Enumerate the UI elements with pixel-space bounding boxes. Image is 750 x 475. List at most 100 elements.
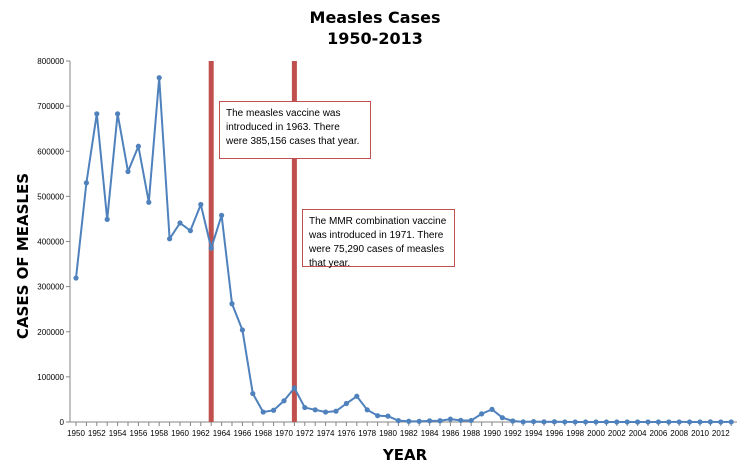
data-point-2001	[603, 419, 610, 425]
data-point-1979	[375, 413, 381, 419]
x-tick-label: 1950	[67, 429, 85, 438]
data-point-1998	[572, 419, 578, 425]
x-tick-label: 1956	[130, 429, 148, 438]
data-point-2006	[655, 419, 662, 425]
data-point-1972	[302, 404, 308, 411]
data-point-1953	[104, 216, 110, 222]
x-tick-label: 1978	[358, 429, 376, 438]
chart-title: Measles Cases	[309, 8, 441, 27]
data-point-2000	[593, 419, 599, 425]
x-tick-label: 1988	[462, 429, 480, 438]
annotation-vaccine-1963: The measles vaccine was introduced in 19…	[219, 101, 371, 159]
x-tick-label: 1996	[546, 429, 564, 438]
x-tick-label: 1974	[317, 429, 335, 438]
x-tick-label: 2002	[608, 429, 626, 438]
data-point-2004	[635, 419, 641, 425]
x-tick-label: 1970	[275, 429, 293, 438]
x-tick-label: 2010	[691, 429, 709, 438]
data-point-1975	[333, 408, 339, 414]
x-tick-label: 1982	[400, 429, 418, 438]
data-point-1968	[260, 409, 266, 415]
data-point-1950	[73, 275, 79, 281]
data-point-2011	[707, 419, 714, 425]
data-point-1951	[83, 180, 89, 186]
x-tick-label: 2008	[670, 429, 688, 438]
data-point-1978	[364, 407, 370, 413]
x-tick-label: 1994	[525, 429, 543, 438]
data-point-1992	[510, 418, 516, 424]
data-point-1999	[583, 419, 589, 425]
data-point-1960	[177, 220, 183, 226]
data-point-1964	[219, 212, 225, 218]
data-point-1973	[312, 407, 318, 413]
y-tick-label: 300000	[37, 283, 64, 292]
data-point-1952	[94, 111, 100, 117]
data-point-1977	[354, 393, 360, 399]
data-point-1986	[447, 416, 453, 422]
data-point-1969	[271, 407, 277, 413]
x-tick-label: 1976	[338, 429, 356, 438]
data-point-1974	[323, 409, 329, 415]
data-point-1955	[125, 168, 131, 175]
data-point-2009	[687, 419, 693, 425]
data-point-1990	[489, 406, 495, 412]
data-point-1984	[427, 418, 433, 424]
data-point-1995	[541, 419, 547, 425]
data-point-2010	[697, 419, 703, 425]
data-point-1997	[562, 419, 568, 425]
data-point-1965	[229, 301, 235, 307]
data-point-1971	[291, 385, 297, 391]
x-tick-label: 1972	[296, 429, 314, 438]
data-point-1996	[551, 419, 558, 425]
data-point-1954	[115, 111, 121, 117]
data-point-1980	[385, 413, 391, 419]
data-point-1956	[135, 143, 141, 149]
annotation-mmr-1971: The MMR combination vaccine was introduc…	[302, 209, 455, 269]
x-tick-label: 1986	[442, 429, 460, 438]
y-tick-label: 0	[60, 418, 65, 427]
data-point-2003	[624, 419, 630, 425]
data-point-1957	[146, 199, 152, 205]
y-tick-label: 600000	[37, 147, 64, 156]
series-line	[75, 76, 732, 423]
x-tick-label: 2006	[650, 429, 668, 438]
x-tick-label: 1964	[213, 429, 231, 438]
data-point-2013	[728, 419, 734, 425]
y-tick-label: 500000	[37, 192, 64, 201]
x-tick-label: 1998	[566, 429, 584, 438]
data-point-2002	[614, 419, 620, 425]
data-point-1985	[437, 418, 443, 424]
data-point-1962	[198, 201, 204, 208]
x-tick-label: 1960	[171, 429, 189, 438]
data-point-1967	[250, 390, 256, 397]
data-point-2008	[676, 419, 682, 425]
x-tick-label: 1966	[234, 429, 252, 438]
data-point-1982	[406, 418, 412, 424]
x-tick-label: 1992	[504, 429, 522, 438]
data-point-2007	[666, 419, 672, 425]
data-point-1988	[468, 417, 474, 424]
x-tick-label: 2000	[587, 429, 605, 438]
data-point-2005	[645, 419, 651, 425]
data-point-1970	[281, 398, 287, 404]
data-point-1981	[395, 418, 401, 424]
x-tick-label: 1990	[483, 429, 501, 438]
data-point-1958	[156, 75, 162, 81]
y-tick-label: 400000	[37, 238, 64, 247]
data-point-1987	[458, 417, 464, 423]
x-tick-label: 1962	[192, 429, 210, 438]
y-tick-label: 800000	[37, 57, 64, 66]
y-tick-label: 200000	[37, 328, 64, 337]
x-tick-label: 1954	[109, 429, 127, 438]
data-point-1991	[499, 415, 505, 421]
data-point-1994	[531, 418, 537, 425]
x-axis-label: YEAR	[382, 446, 428, 464]
data-point-1993	[520, 419, 526, 425]
data-point-1963	[208, 245, 214, 251]
x-tick-label: 1958	[150, 429, 168, 438]
data-point-1961	[187, 228, 193, 234]
x-tick-label: 2012	[712, 429, 730, 438]
data-point-1959	[167, 236, 173, 242]
